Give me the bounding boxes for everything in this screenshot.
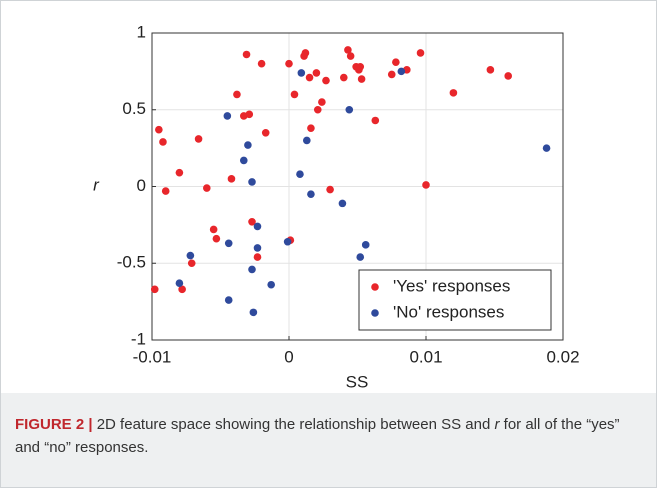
point bbox=[305, 73, 314, 82]
point bbox=[356, 62, 365, 71]
point bbox=[340, 73, 348, 82]
point bbox=[285, 59, 293, 68]
point bbox=[361, 241, 370, 249]
point bbox=[253, 222, 262, 231]
point bbox=[223, 112, 232, 120]
point bbox=[307, 190, 315, 198]
caption-label: FIGURE 2 | bbox=[15, 416, 93, 433]
point bbox=[194, 135, 203, 143]
point bbox=[242, 50, 251, 59]
x-axis-label: SS bbox=[346, 372, 369, 391]
point bbox=[249, 308, 258, 317]
point bbox=[248, 178, 256, 186]
point bbox=[318, 98, 326, 106]
point bbox=[159, 138, 167, 146]
point bbox=[233, 90, 241, 99]
y-tick-label: 1 bbox=[137, 22, 146, 41]
point bbox=[357, 75, 366, 83]
point bbox=[297, 69, 306, 77]
point bbox=[397, 67, 406, 76]
x-tick-label: -0.01 bbox=[133, 347, 172, 366]
caption: FIGURE 2 | 2D feature space showing the … bbox=[1, 393, 656, 487]
point bbox=[209, 225, 218, 234]
point bbox=[253, 244, 262, 252]
point bbox=[416, 49, 425, 57]
point bbox=[261, 128, 270, 137]
point bbox=[257, 59, 266, 68]
point bbox=[248, 265, 256, 274]
point bbox=[486, 66, 495, 74]
point bbox=[187, 259, 196, 268]
caption-text: 2D feature space showing the relationshi… bbox=[96, 416, 491, 433]
point bbox=[267, 280, 275, 289]
point bbox=[175, 279, 184, 288]
point bbox=[504, 72, 512, 80]
point bbox=[155, 125, 163, 134]
point bbox=[203, 184, 211, 192]
point bbox=[322, 76, 330, 85]
point bbox=[356, 253, 365, 261]
y-tick-label: -1 bbox=[131, 329, 146, 348]
point bbox=[178, 285, 186, 294]
x-tick-label: 0.01 bbox=[409, 347, 442, 366]
point bbox=[283, 237, 292, 246]
point bbox=[212, 234, 221, 243]
point bbox=[338, 199, 347, 208]
point bbox=[422, 181, 430, 189]
point bbox=[186, 251, 195, 260]
x-tick-label: 0.02 bbox=[546, 347, 579, 366]
point bbox=[303, 136, 311, 145]
point bbox=[307, 124, 315, 132]
legend-marker bbox=[371, 309, 379, 317]
point bbox=[161, 187, 170, 195]
chart: SS r -1 -0.5 0 0.5 1 -0.01 0 0.01 0.02 'Yes' resp… bbox=[93, 22, 579, 391]
point bbox=[326, 185, 334, 194]
legend-label: 'No' responses bbox=[393, 302, 504, 321]
legend-label: 'Yes' responses bbox=[393, 276, 510, 295]
point bbox=[224, 296, 233, 304]
point bbox=[253, 253, 262, 261]
point bbox=[290, 90, 299, 99]
point bbox=[245, 110, 254, 119]
point bbox=[150, 285, 159, 294]
point bbox=[248, 218, 256, 226]
point bbox=[542, 144, 551, 152]
point bbox=[296, 170, 304, 179]
point bbox=[300, 52, 308, 60]
point bbox=[227, 175, 236, 183]
legend-marker bbox=[371, 283, 379, 291]
y-tick-label: 0.5 bbox=[122, 99, 146, 118]
point bbox=[313, 105, 322, 114]
point bbox=[175, 168, 184, 177]
legend-box bbox=[358, 269, 552, 331]
point bbox=[224, 239, 233, 248]
y-tick-label: 0 bbox=[137, 176, 146, 195]
point bbox=[346, 52, 355, 60]
point bbox=[345, 105, 354, 114]
point bbox=[312, 69, 321, 77]
point bbox=[392, 58, 400, 66]
caption-text: for all of the “yes” and “no” responses. bbox=[15, 416, 620, 456]
point bbox=[239, 156, 248, 165]
point bbox=[371, 116, 380, 125]
point bbox=[387, 70, 396, 79]
x-tick-label: 0 bbox=[284, 347, 293, 366]
caption-italic: r bbox=[494, 416, 500, 433]
y-tick-label: -0.5 bbox=[117, 253, 146, 272]
y-axis-label: r bbox=[93, 175, 100, 194]
axes-frame bbox=[151, 32, 564, 341]
point bbox=[449, 89, 458, 97]
point bbox=[244, 141, 252, 149]
point bbox=[344, 46, 352, 54]
